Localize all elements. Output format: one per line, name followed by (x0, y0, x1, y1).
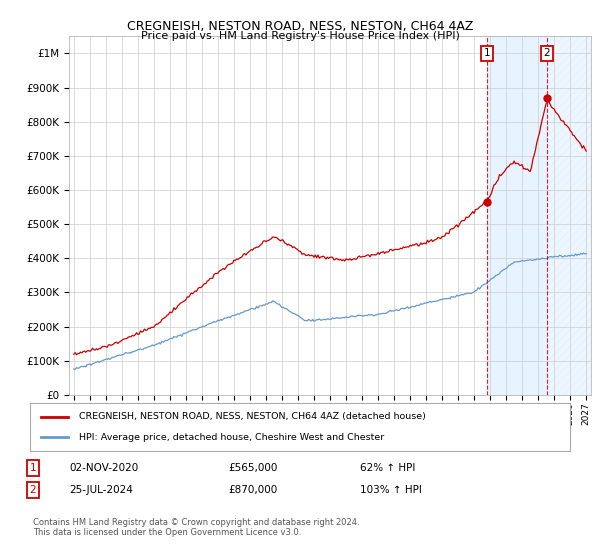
Text: Contains HM Land Registry data © Crown copyright and database right 2024.
This d: Contains HM Land Registry data © Crown c… (33, 518, 359, 538)
Text: £565,000: £565,000 (228, 463, 277, 473)
Text: 1: 1 (484, 49, 491, 58)
Bar (487, 36, 547, 395)
Bar (547, 36, 594, 395)
Text: CREGNEISH, NESTON ROAD, NESS, NESTON, CH64 4AZ (detached house): CREGNEISH, NESTON ROAD, NESS, NESTON, CH… (79, 412, 425, 421)
Text: £870,000: £870,000 (228, 485, 277, 495)
Text: HPI: Average price, detached house, Cheshire West and Chester: HPI: Average price, detached house, Ches… (79, 433, 384, 442)
Text: 62% ↑ HPI: 62% ↑ HPI (360, 463, 415, 473)
Text: 103% ↑ HPI: 103% ↑ HPI (360, 485, 422, 495)
Text: CREGNEISH, NESTON ROAD, NESS, NESTON, CH64 4AZ: CREGNEISH, NESTON ROAD, NESS, NESTON, CH… (127, 20, 473, 32)
Text: 02-NOV-2020: 02-NOV-2020 (69, 463, 138, 473)
Text: 2: 2 (544, 49, 550, 58)
Text: 25-JUL-2024: 25-JUL-2024 (69, 485, 133, 495)
Text: Price paid vs. HM Land Registry's House Price Index (HPI): Price paid vs. HM Land Registry's House … (140, 31, 460, 41)
Text: 1: 1 (29, 463, 37, 473)
Text: 2: 2 (29, 485, 37, 495)
